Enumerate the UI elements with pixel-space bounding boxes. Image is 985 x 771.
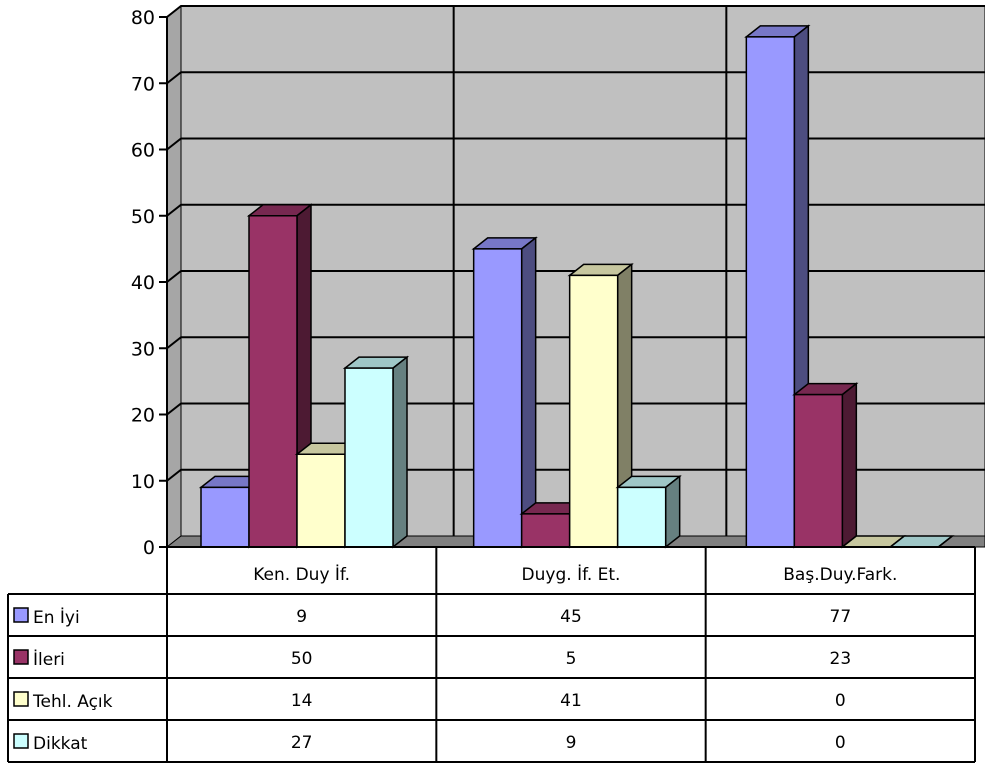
bar-front xyxy=(616,486,667,548)
bar xyxy=(471,236,538,549)
y-tick-label: 0 xyxy=(143,537,155,559)
table-value: 23 xyxy=(830,649,852,669)
gridline xyxy=(166,71,985,85)
y-tick-label: 50 xyxy=(131,206,155,228)
gridlines xyxy=(166,5,985,536)
legend-key-swatch xyxy=(13,607,29,623)
bar-front xyxy=(248,215,298,548)
data-table: Ken. Duy İf. Duyg. İf. Et. Baş.Duy.Fark. En… xyxy=(7,546,976,763)
bar xyxy=(567,262,634,549)
bar-side xyxy=(392,355,408,549)
x-category-label: Ken. Duy İf. xyxy=(253,564,350,585)
gridline xyxy=(166,270,985,283)
y-tick-label: 80 xyxy=(131,7,155,29)
bar xyxy=(342,355,410,549)
bar xyxy=(246,203,314,549)
table-value: 0 xyxy=(835,691,846,711)
x-category-label: Duyg. İf. Et. xyxy=(522,564,621,585)
y-tick-label: 60 xyxy=(131,140,155,162)
bars xyxy=(198,24,955,549)
bar-front xyxy=(568,274,619,548)
table-value: 77 xyxy=(830,607,852,627)
legend-series-name: Tehl. Açık xyxy=(32,692,113,712)
gridline xyxy=(166,468,985,482)
bar xyxy=(744,24,811,549)
table-value: 14 xyxy=(291,691,313,711)
legend-series-name: Dikkat xyxy=(33,734,88,754)
gridline xyxy=(166,137,985,151)
table-value: 27 xyxy=(291,733,313,753)
table-value: 50 xyxy=(291,649,313,669)
bar xyxy=(615,474,682,549)
gridline xyxy=(166,203,985,217)
bar-front xyxy=(793,393,844,548)
bar-side xyxy=(841,382,858,549)
table-value: 9 xyxy=(296,607,307,627)
legend-series-name: İleri xyxy=(33,649,65,670)
legend-key-swatch xyxy=(13,649,29,665)
table-value: 0 xyxy=(835,733,846,753)
table-value: 5 xyxy=(566,649,577,669)
bar-front xyxy=(520,513,571,548)
y-tick-label: 30 xyxy=(131,338,155,360)
bar-front xyxy=(472,248,523,548)
legend-key-swatch xyxy=(13,691,29,707)
y-tick-label: 40 xyxy=(131,272,155,294)
y-tick-label: 70 xyxy=(131,73,155,95)
gridline xyxy=(166,402,985,416)
table-value: 45 xyxy=(560,607,582,627)
y-tick-label: 10 xyxy=(131,471,155,493)
table-value: 41 xyxy=(560,691,582,711)
bar-front xyxy=(200,486,250,548)
x-category-label: Baş.Duy.Fark. xyxy=(783,565,897,585)
y-tick-label: 20 xyxy=(131,405,155,427)
bar xyxy=(792,382,859,549)
legend-series-name: En İyi xyxy=(33,607,80,628)
legend-key-swatch xyxy=(13,733,29,749)
bar-side xyxy=(937,535,953,548)
bar-side xyxy=(520,236,537,549)
bar-front xyxy=(344,367,394,548)
gridline xyxy=(166,336,985,350)
bar-front xyxy=(745,36,796,548)
bar-front xyxy=(296,453,346,548)
table-value: 9 xyxy=(566,733,577,753)
y-axis: 0 10 20 30 40 50 60 70 80 xyxy=(131,7,168,559)
gridline xyxy=(166,5,985,18)
bar-side xyxy=(664,474,681,549)
